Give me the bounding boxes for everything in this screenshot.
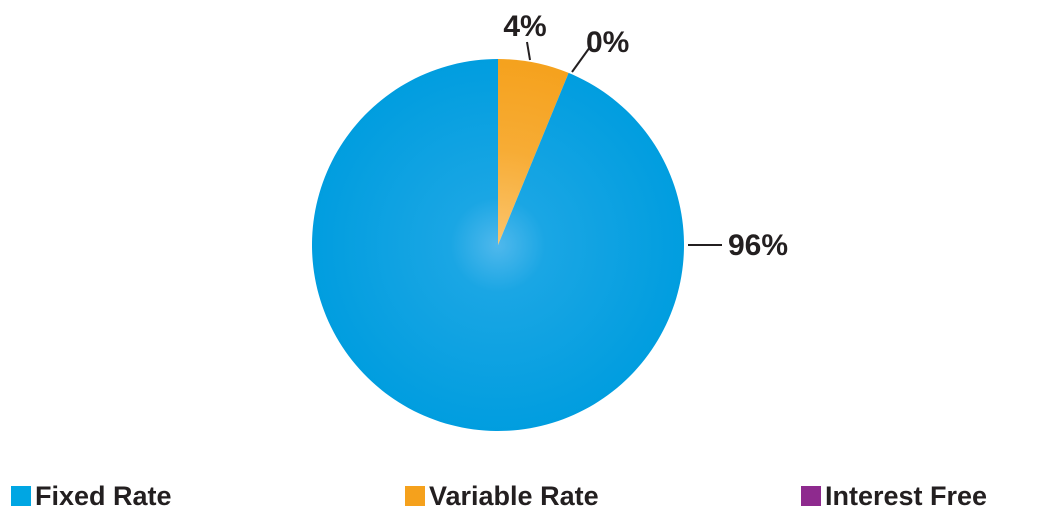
legend-swatch — [11, 486, 31, 506]
pie-chart: 4% 0% 96% — [312, 10, 788, 431]
leader-line — [571, 46, 591, 73]
legend-item-fixed-rate: Fixed Rate — [11, 481, 172, 511]
legend-label: Variable Rate — [429, 480, 599, 511]
legend-item-variable-rate: Variable Rate — [405, 481, 599, 511]
slice-label-interest-free: 0% — [586, 26, 629, 59]
legend-swatch — [405, 486, 425, 506]
slice-label-fixed-rate: 96% — [728, 229, 788, 262]
slice-label-variable-rate: 4% — [503, 10, 546, 43]
pie-slice-variable-rate — [498, 59, 569, 245]
legend-swatch — [801, 486, 821, 506]
leader-line — [526, 41, 531, 61]
legend-item-interest-free: Interest Free — [801, 481, 987, 511]
legend-label: Fixed Rate — [35, 480, 172, 511]
legend-label: Interest Free — [825, 480, 988, 511]
pie-slice-fixed-rate — [312, 59, 684, 431]
